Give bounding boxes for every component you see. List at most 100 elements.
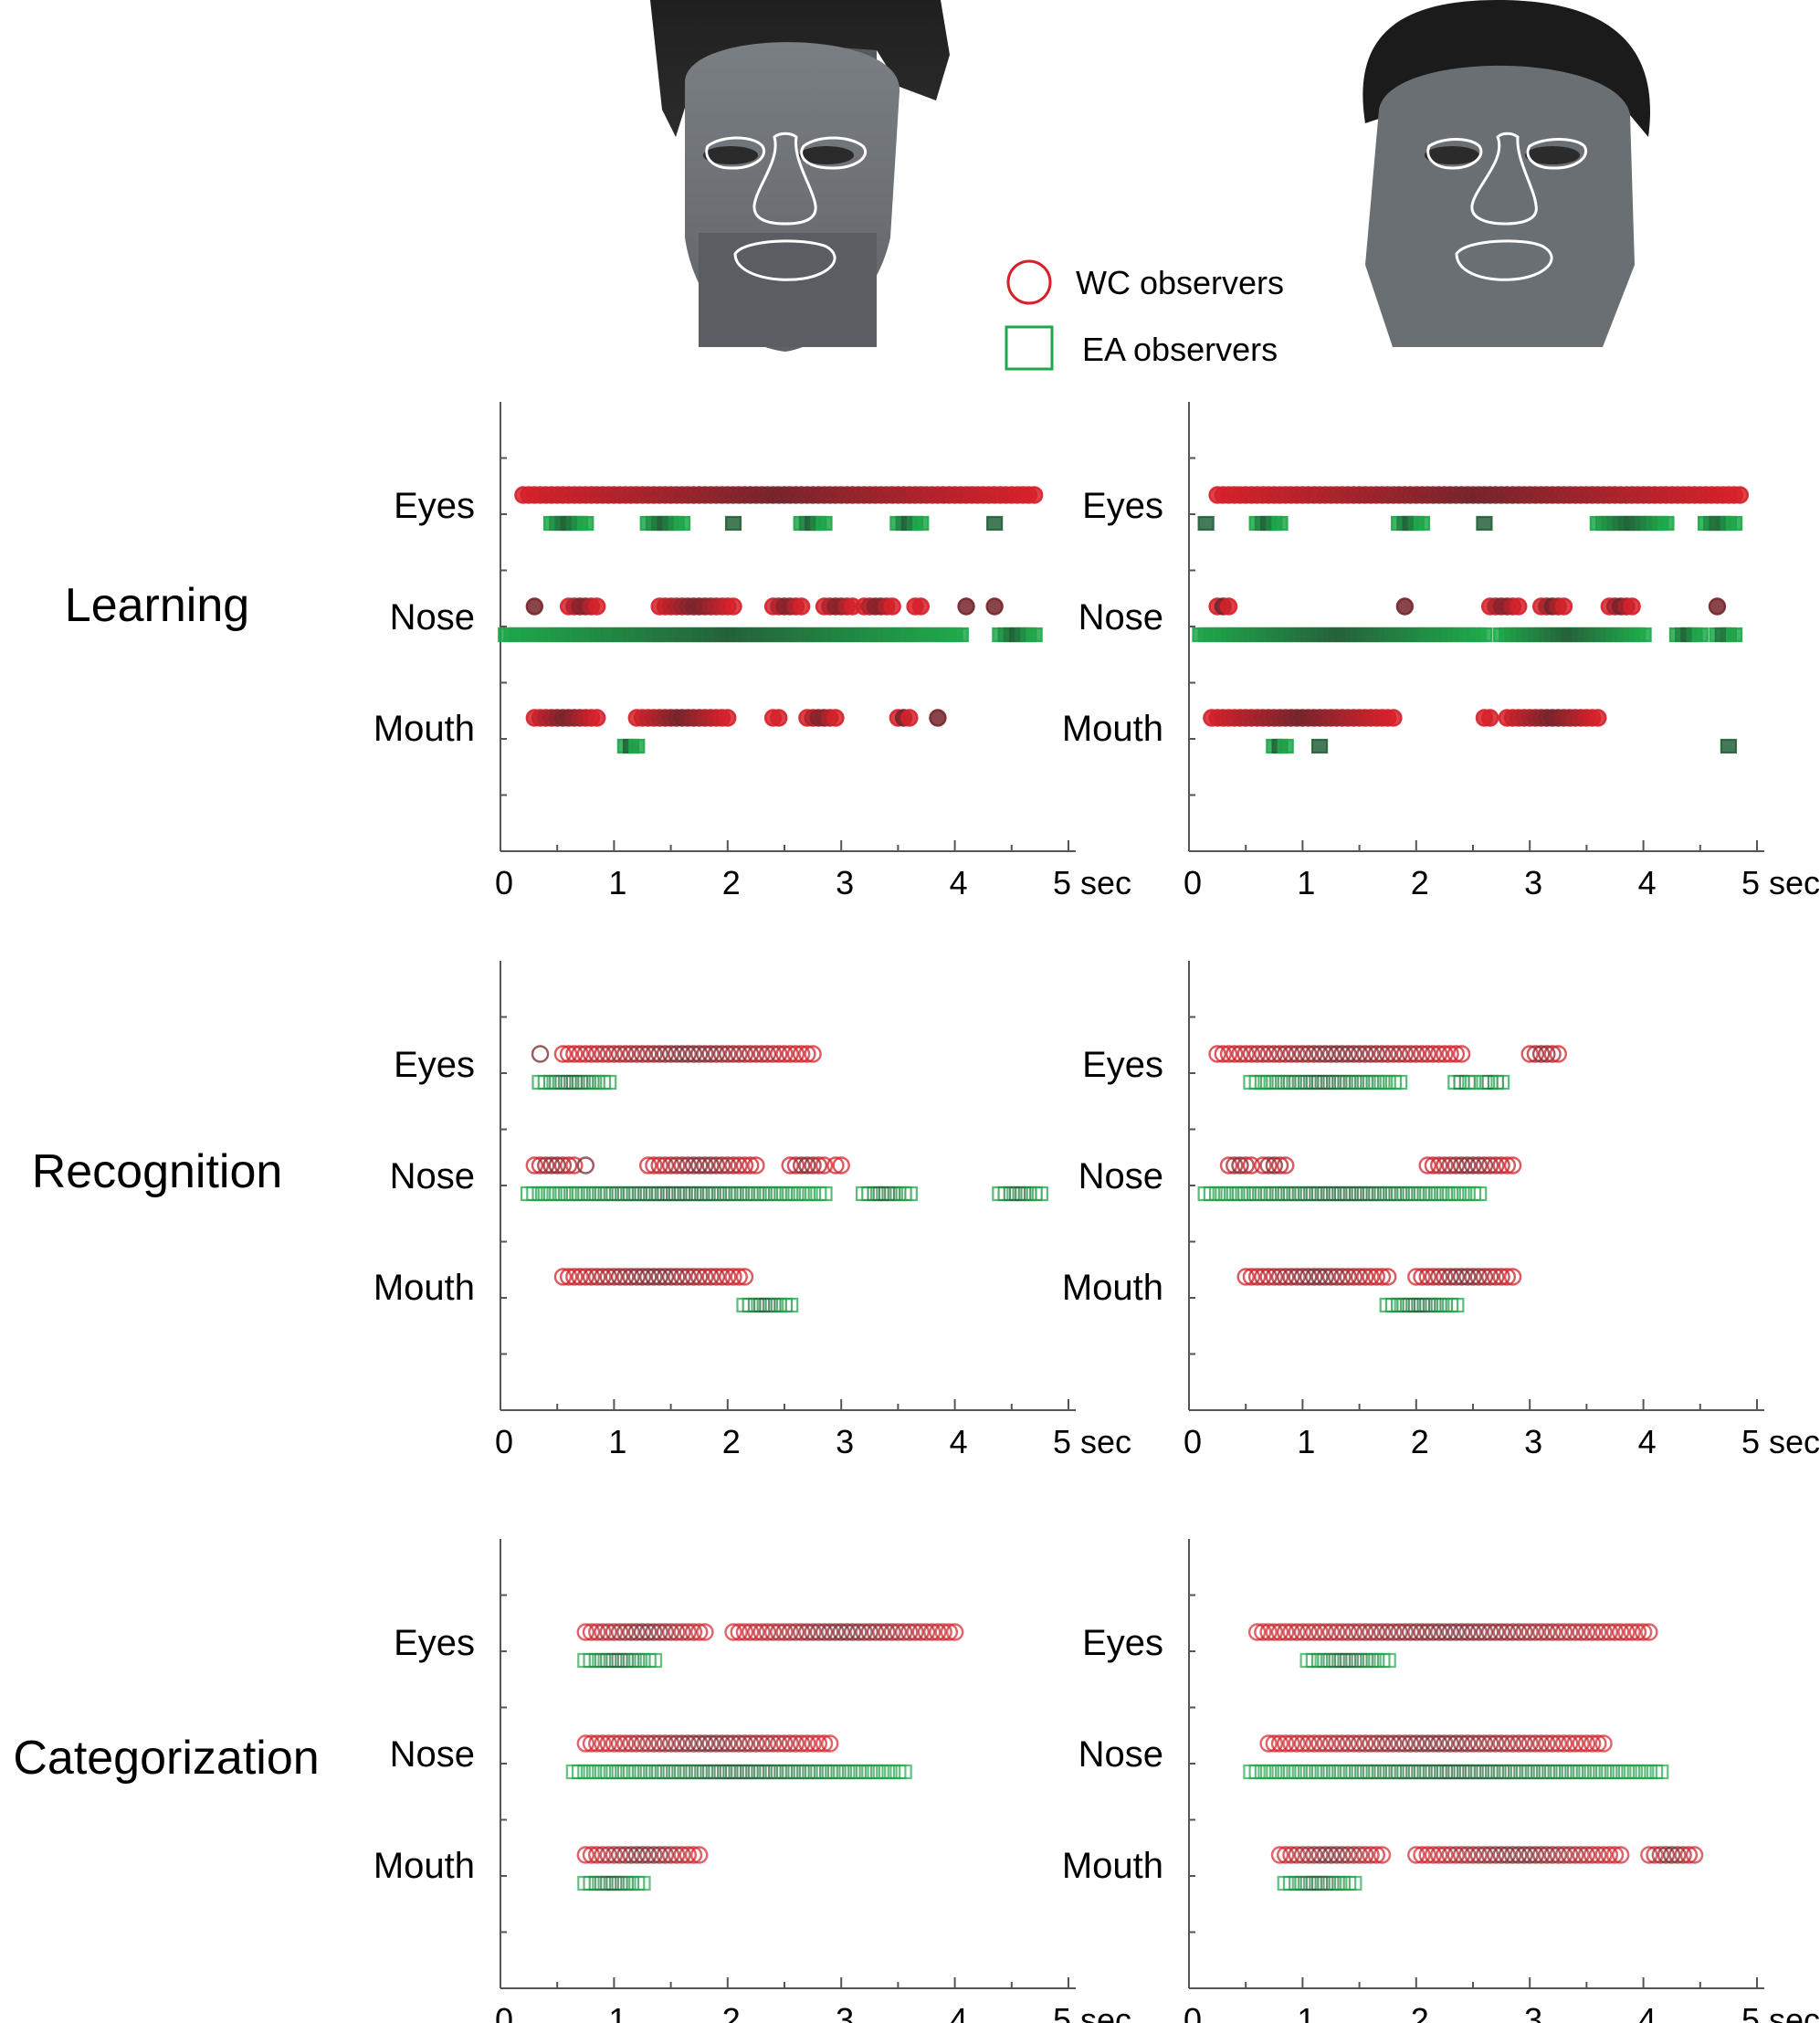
wc-marker xyxy=(696,1045,714,1063)
ea-marker xyxy=(1373,1652,1391,1669)
ea-marker xyxy=(1328,1875,1345,1891)
ea-marker xyxy=(1340,1185,1357,1202)
ea-marker xyxy=(1031,1185,1049,1202)
ea-marker xyxy=(759,1764,776,1780)
ea-marker xyxy=(861,1185,878,1202)
wc-marker xyxy=(668,1734,686,1753)
wc-marker xyxy=(1498,1734,1517,1753)
wc-marker xyxy=(855,1623,873,1641)
ea-marker xyxy=(815,515,833,532)
wc-marker xyxy=(985,597,1004,616)
wc-marker xyxy=(1299,1846,1318,1864)
ea-marker xyxy=(1458,1185,1476,1202)
wc-marker xyxy=(1247,1045,1267,1063)
wc-marker xyxy=(1554,597,1573,616)
x-tick-label: 5 sec xyxy=(1741,2001,1820,2023)
ea-marker xyxy=(1310,1074,1329,1091)
ea-marker xyxy=(611,1652,628,1669)
wc-marker xyxy=(1515,1846,1533,1864)
wc-marker xyxy=(668,1268,686,1286)
wc-marker xyxy=(1247,1623,1267,1641)
panel-learning-right: 0 1 2 3 4 5 sec Eyes Nose Mouth xyxy=(1062,402,1820,901)
ea-marker xyxy=(520,1185,538,1202)
panel-recognition-right: 0 1 2 3 4 5 sec Eyes Nose Mouth xyxy=(1062,961,1820,1460)
ea-marker xyxy=(1197,515,1215,532)
ea-marker xyxy=(1310,1875,1329,1891)
wc-marker xyxy=(1612,1623,1630,1641)
wc-marker xyxy=(1464,1156,1482,1175)
wc-marker xyxy=(1390,1045,1408,1063)
wc-marker xyxy=(1646,1846,1664,1864)
ea-marker xyxy=(622,1875,640,1891)
ea-marker xyxy=(1294,1074,1311,1091)
x-tick-label: 3 xyxy=(1524,864,1542,901)
ea-marker xyxy=(657,1764,674,1780)
ea-marker xyxy=(1442,1764,1459,1780)
wc-marker xyxy=(559,1268,578,1286)
wc-marker xyxy=(1526,1734,1545,1753)
ea-marker xyxy=(1594,1764,1613,1780)
wc-marker xyxy=(1566,1846,1584,1864)
wc-marker xyxy=(1378,1268,1397,1286)
wc-marker xyxy=(696,1623,714,1641)
ea-marker xyxy=(1310,738,1329,754)
ea-marker xyxy=(679,1764,697,1780)
ea-marker xyxy=(821,1764,838,1780)
wc-marker xyxy=(1350,1734,1369,1753)
wc-marker xyxy=(1316,1045,1334,1063)
ea-marker xyxy=(1419,1185,1436,1202)
wc-marker xyxy=(1492,1268,1510,1286)
wc-marker xyxy=(1259,1045,1278,1063)
wc-marker xyxy=(809,1156,828,1175)
wc-marker xyxy=(1407,1045,1425,1063)
wc-marker xyxy=(1356,1734,1374,1753)
wc-marker xyxy=(582,1846,601,1864)
ea-marker xyxy=(679,1185,697,1202)
wc-marker xyxy=(673,1156,691,1175)
wc-marker xyxy=(576,1268,594,1286)
ea-marker xyxy=(1391,1185,1408,1202)
wc-marker xyxy=(1305,1846,1323,1864)
wc-marker xyxy=(610,1045,629,1063)
ea-marker xyxy=(594,1185,612,1202)
wc-marker xyxy=(594,1268,612,1286)
wc-marker xyxy=(1208,1045,1226,1063)
ea-marker xyxy=(1362,1074,1380,1091)
wc-marker xyxy=(1436,1268,1454,1286)
wc-marker xyxy=(1328,1734,1346,1753)
wc-marker xyxy=(1475,1734,1494,1753)
wc-marker xyxy=(1350,1846,1369,1864)
wc-marker xyxy=(656,1623,675,1641)
ea-marker xyxy=(634,1764,651,1780)
wc-marker xyxy=(1395,597,1415,616)
wc-marker xyxy=(752,1734,771,1753)
wc-marker xyxy=(690,1268,709,1286)
ea-marker xyxy=(1277,1185,1294,1202)
wc-marker xyxy=(883,597,901,616)
wc-marker xyxy=(1214,1045,1233,1063)
wc-marker xyxy=(781,1734,799,1753)
ea-marker xyxy=(1402,1185,1419,1202)
ea-marker xyxy=(1340,1652,1357,1669)
wc-marker xyxy=(752,1623,771,1641)
wc-marker xyxy=(622,1045,640,1063)
wc-marker xyxy=(1475,1268,1494,1286)
panel-categorization-left: 0 1 2 3 4 5 sec Eyes Nose Mouth xyxy=(373,1539,1131,2023)
wc-marker xyxy=(1577,1623,1596,1641)
wc-marker xyxy=(1441,1045,1459,1063)
wc-marker xyxy=(1373,1734,1392,1753)
wc-marker xyxy=(724,597,742,616)
wc-marker xyxy=(1362,1268,1380,1286)
ea-marker xyxy=(1243,1185,1260,1202)
wc-marker xyxy=(929,1623,947,1641)
wc-marker xyxy=(576,1846,594,1864)
wc-marker xyxy=(747,1734,765,1753)
ea-marker xyxy=(1550,1764,1567,1780)
wc-marker xyxy=(1401,1045,1420,1063)
wc-marker xyxy=(1299,1734,1318,1753)
ea-marker xyxy=(565,1764,583,1780)
ea-marker xyxy=(1566,1764,1584,1780)
wc-marker xyxy=(1441,1268,1459,1286)
ea-marker xyxy=(1458,1074,1476,1091)
